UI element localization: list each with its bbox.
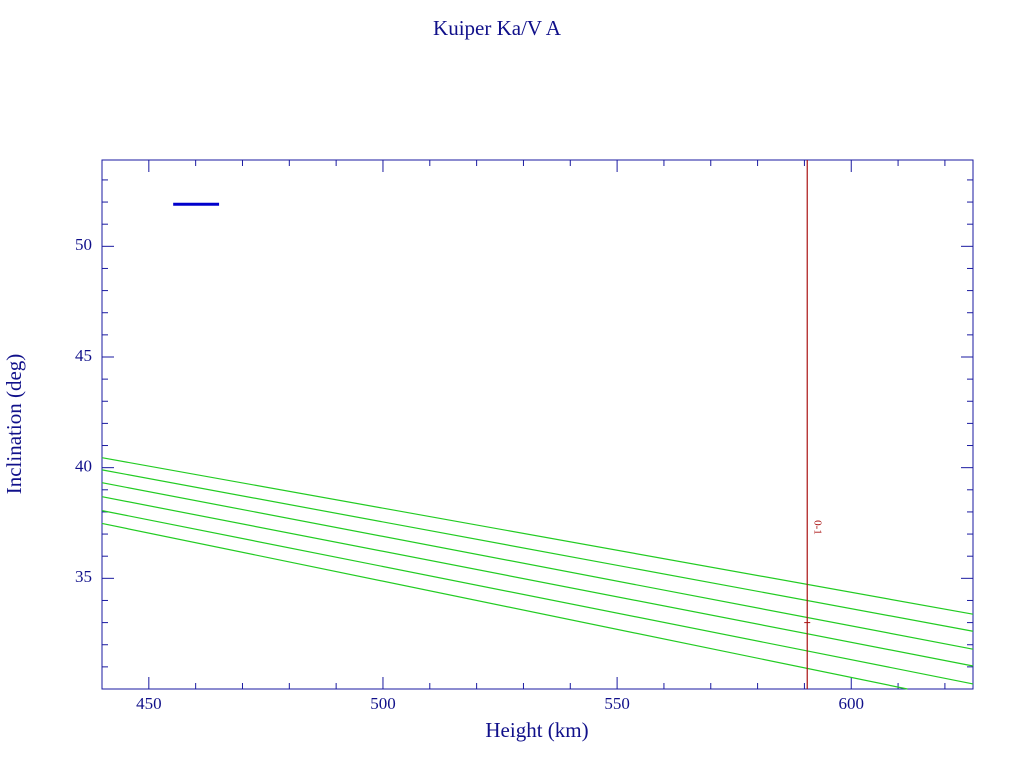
y-tick-label: 35 bbox=[75, 567, 92, 586]
series-line bbox=[101, 482, 974, 650]
series-line bbox=[101, 522, 908, 690]
reference-label: 0-1 bbox=[812, 520, 824, 535]
x-tick-label: 600 bbox=[838, 694, 864, 713]
chart-title: Kuiper Ka/V A bbox=[433, 16, 562, 40]
y-tick-label: 45 bbox=[75, 346, 92, 365]
x-tick-label: 450 bbox=[136, 694, 162, 713]
x-tick-label: 550 bbox=[604, 694, 630, 713]
y-tick-label: 40 bbox=[75, 457, 92, 476]
series-line bbox=[101, 510, 974, 685]
x-axis-label: Height (km) bbox=[485, 718, 588, 742]
y-axis-label: Inclination (deg) bbox=[2, 354, 26, 495]
series-line bbox=[101, 469, 974, 632]
y-tick-label: 50 bbox=[75, 235, 92, 254]
plot-frame bbox=[101, 159, 974, 690]
series-line bbox=[101, 457, 974, 615]
x-tick-label: 500 bbox=[370, 694, 396, 713]
series-line bbox=[101, 496, 974, 667]
